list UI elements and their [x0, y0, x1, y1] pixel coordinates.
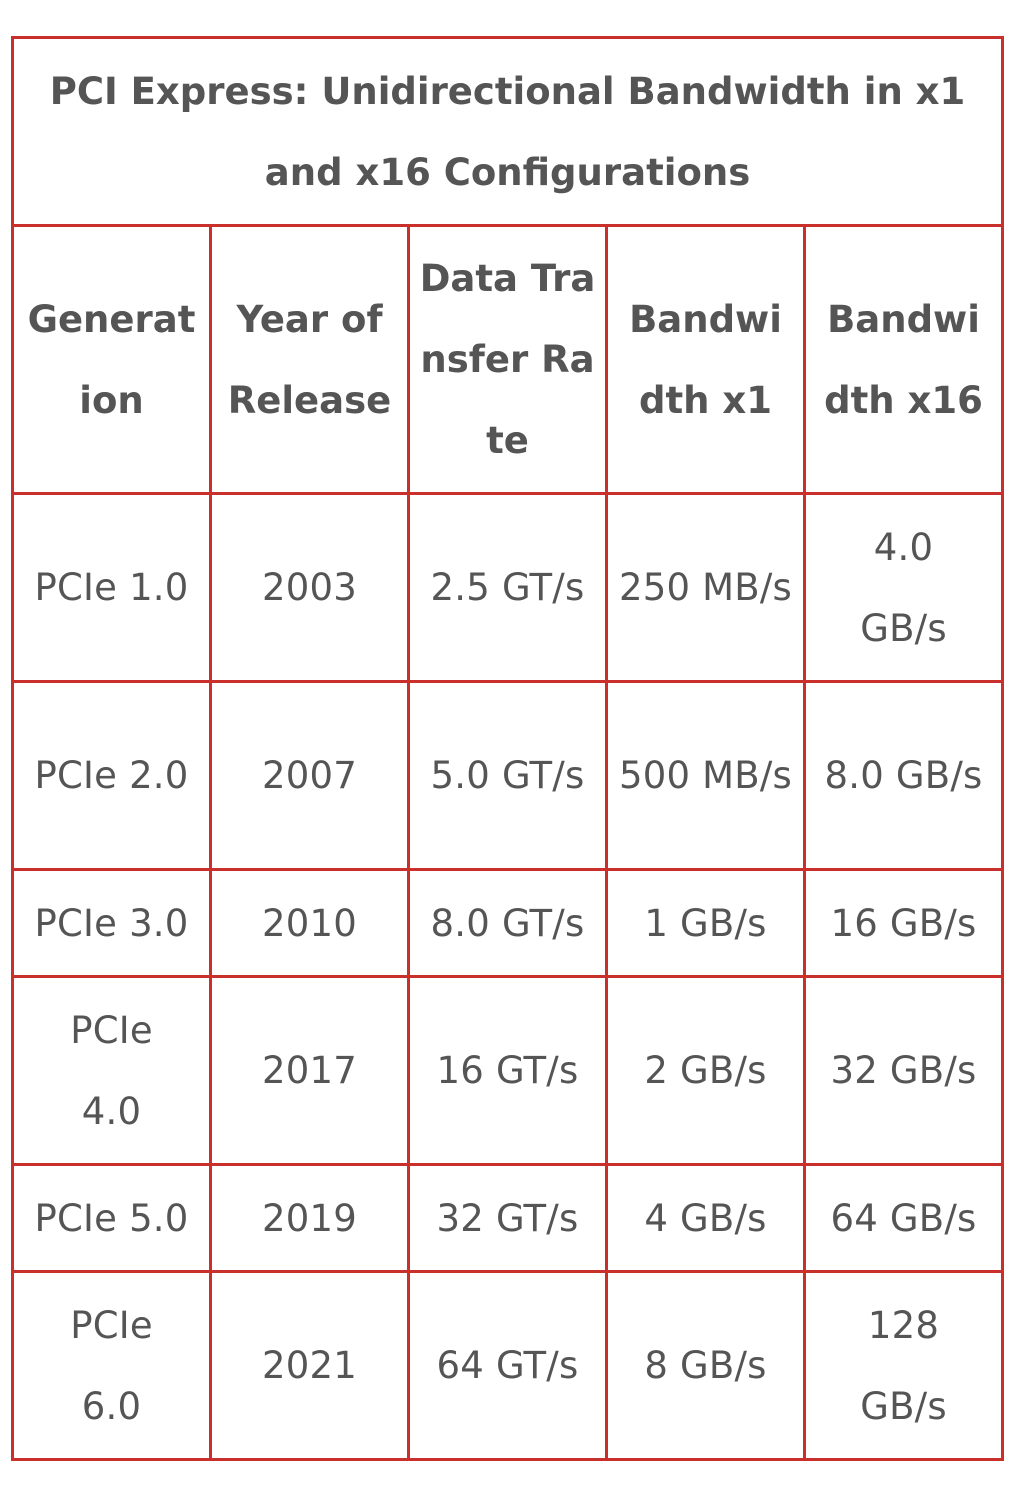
cell-bandwidth-x1: 8 GB/s [605, 1270, 806, 1461]
cell-year: 2003 [209, 492, 410, 683]
table-row: PCIe 6.0 2021 64 GT/s 8 GB/s 128 GB/s [11, 1270, 1005, 1461]
cell-bandwidth-x1: 2 GB/s [605, 975, 806, 1166]
header-bandwidth-x16: Bandwidth x16 [802, 224, 1005, 495]
cell-transfer-rate: 2.5 GT/s [407, 492, 608, 683]
header-generation: Generation [11, 224, 212, 495]
cell-year: 2019 [209, 1163, 410, 1273]
cell-year: 2017 [209, 975, 410, 1166]
header-year-of-release: Year of Release [209, 224, 410, 495]
cell-generation: PCIe 5.0 [11, 1163, 212, 1273]
cell-bandwidth-x16: 16 GB/s [802, 868, 1005, 978]
table-row: PCIe 2.0 2007 5.0 GT/s 500 MB/s 8.0 GB/s [11, 680, 1005, 871]
cell-transfer-rate: 8.0 GT/s [407, 868, 608, 978]
cell-bandwidth-x1: 4 GB/s [605, 1163, 806, 1273]
cell-bandwidth-x16: 128 GB/s [802, 1270, 1005, 1461]
cell-generation: PCIe 4.0 [11, 975, 212, 1166]
cell-bandwidth-x1: 1 GB/s [605, 868, 806, 978]
table-container: PCI Express: Unidirectional Bandwidth in… [10, 36, 1005, 1461]
cell-transfer-rate: 32 GT/s [407, 1163, 608, 1273]
cell-generation: PCIe 3.0 [11, 868, 212, 978]
cell-bandwidth-x16: 64 GB/s [802, 1163, 1005, 1273]
table-header-row: Generation Year of Release Data Transfer… [11, 224, 1005, 495]
table-row: PCIe 5.0 2019 32 GT/s 4 GB/s 64 GB/s [11, 1163, 1005, 1273]
table-title-row: PCI Express: Unidirectional Bandwidth in… [10, 36, 1005, 227]
cell-generation: PCIe 1.0 [11, 492, 212, 683]
cell-transfer-rate: 5.0 GT/s [407, 680, 608, 871]
cell-bandwidth-x1: 500 MB/s [605, 680, 806, 871]
table-row: PCIe 4.0 2017 16 GT/s 2 GB/s 32 GB/s [11, 975, 1005, 1166]
table-title: PCI Express: Unidirectional Bandwidth in… [10, 36, 1005, 227]
cell-bandwidth-x16: 32 GB/s [802, 975, 1005, 1166]
cell-bandwidth-x16: 8.0 GB/s [802, 680, 1005, 871]
cell-year: 2021 [209, 1270, 410, 1461]
cell-year: 2007 [209, 680, 410, 871]
cell-transfer-rate: 16 GT/s [407, 975, 608, 1166]
table-row: PCIe 1.0 2003 2.5 GT/s 250 MB/s 4.0 GB/s [11, 492, 1005, 683]
cell-transfer-rate: 64 GT/s [407, 1270, 608, 1461]
header-data-transfer-rate: Data Transfer Rate [407, 224, 608, 495]
cell-year: 2010 [209, 868, 410, 978]
cell-bandwidth-x1: 250 MB/s [605, 492, 806, 683]
cell-generation: PCIe 6.0 [11, 1270, 212, 1461]
header-bandwidth-x1: Bandwidth x1 [605, 224, 806, 495]
cell-generation: PCIe 2.0 [11, 680, 212, 871]
pcie-bandwidth-table: PCI Express: Unidirectional Bandwidth in… [10, 36, 1005, 1461]
table-row: PCIe 3.0 2010 8.0 GT/s 1 GB/s 16 GB/s [11, 868, 1005, 978]
cell-bandwidth-x16: 4.0 GB/s [802, 492, 1005, 683]
